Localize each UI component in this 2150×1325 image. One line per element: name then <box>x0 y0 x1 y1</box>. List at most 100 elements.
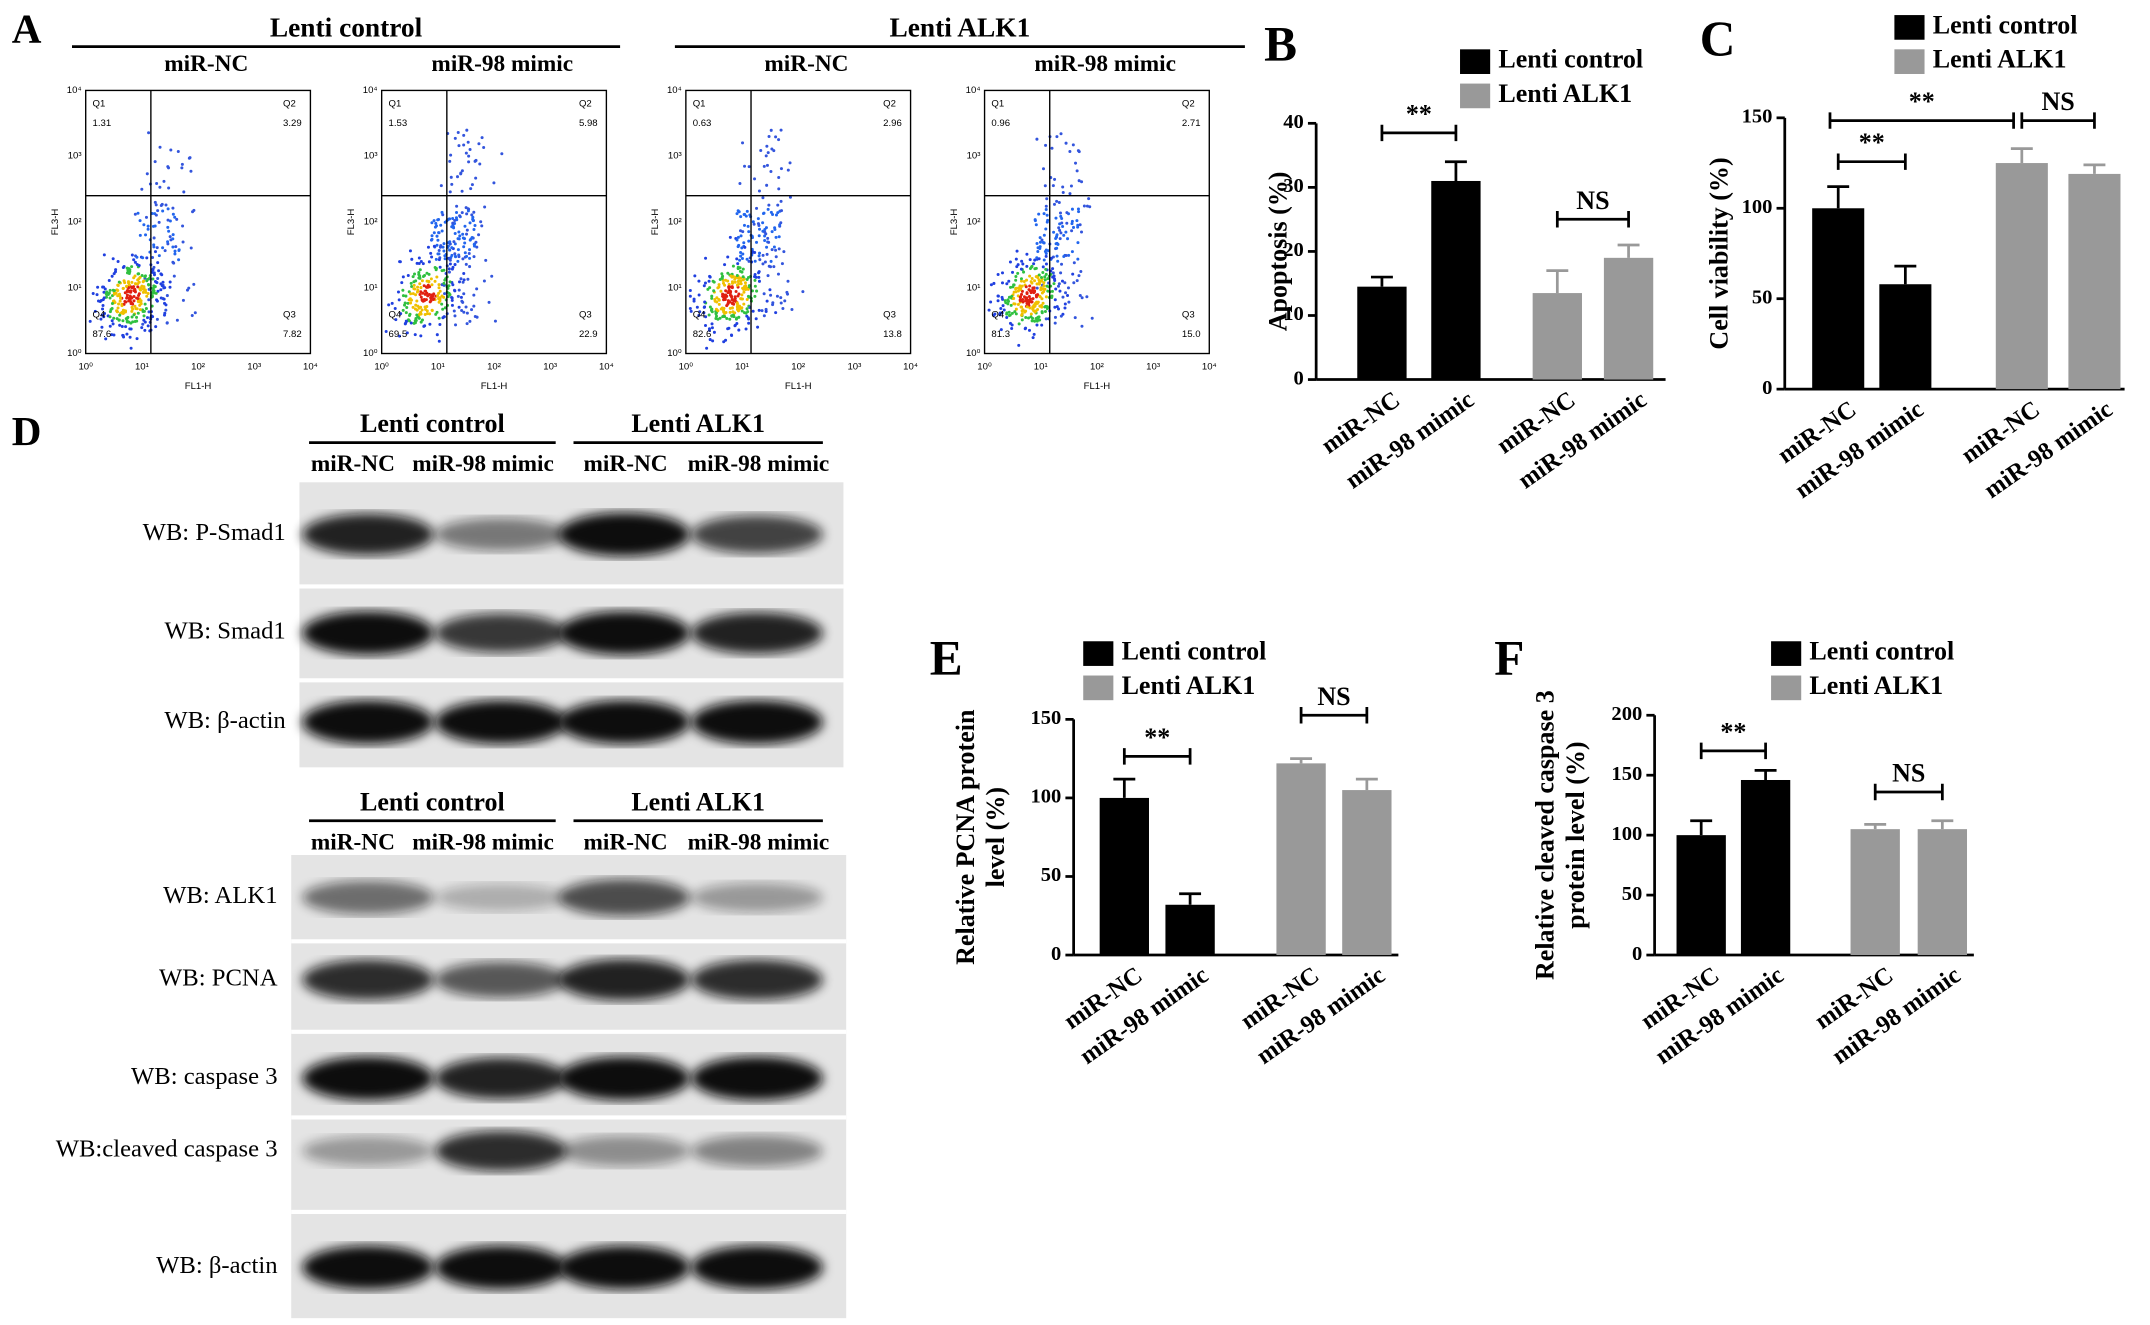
event-dot <box>406 301 410 305</box>
event-dot <box>1075 219 1079 223</box>
event-dot <box>735 238 739 242</box>
event-dot <box>1051 184 1055 188</box>
event-dot <box>1053 298 1057 302</box>
quadrant-value: 69.5 <box>389 329 408 340</box>
event-dot <box>1019 305 1023 309</box>
event-dot <box>1055 246 1059 250</box>
event-dot <box>428 312 432 316</box>
event-dot <box>776 203 780 207</box>
event-dot <box>134 282 138 286</box>
event-dot <box>460 189 464 193</box>
event-dot <box>714 317 718 321</box>
significance-label: NS <box>1892 759 1925 788</box>
event-dot <box>114 268 118 272</box>
event-dot <box>434 221 438 225</box>
y-axis-label: FL3-H <box>346 209 357 236</box>
event-dot <box>438 265 442 269</box>
event-dot <box>452 226 456 230</box>
event-dot <box>406 318 410 322</box>
event-dot <box>1076 223 1080 227</box>
event-dot <box>429 295 433 299</box>
event-dot <box>435 243 439 247</box>
event-dot <box>767 240 771 244</box>
event-dot <box>455 175 460 179</box>
event-dot <box>1050 295 1054 299</box>
event-dot <box>1070 229 1074 233</box>
event-dot <box>91 292 95 296</box>
event-dot <box>451 221 455 225</box>
y-tick-label: 10² <box>967 217 981 228</box>
event-dot <box>1020 259 1024 263</box>
event-dot <box>1014 257 1018 261</box>
event-dot <box>772 245 776 249</box>
quadrant-value: 15.0 <box>1182 329 1201 340</box>
event-dot <box>1061 185 1065 189</box>
event-dot <box>1077 150 1081 154</box>
event-dot <box>695 305 699 309</box>
event-dot <box>723 311 727 315</box>
event-dot <box>137 263 141 267</box>
event-dot <box>1042 241 1046 245</box>
event-dot <box>1027 288 1031 292</box>
event-dot <box>1003 299 1007 303</box>
event-dot <box>95 293 99 297</box>
event-dot <box>735 212 739 216</box>
significance-label: NS <box>1317 682 1350 711</box>
event-dot <box>1059 271 1063 275</box>
event-dot <box>130 315 134 319</box>
event-dot <box>1043 287 1047 291</box>
quadrant-value: 87.6 <box>93 329 112 340</box>
event-dot <box>1035 256 1039 260</box>
y-axis-label: Apoptosis (%) <box>1264 172 1293 332</box>
row-label: WB: caspase 3 <box>131 1063 278 1090</box>
event-dot <box>774 311 778 315</box>
event-dot <box>1042 233 1046 237</box>
event-dot <box>152 271 156 275</box>
event-dot <box>1017 322 1021 326</box>
error-bar <box>1931 819 1954 830</box>
event-dot <box>717 298 721 302</box>
event-dot <box>155 298 159 302</box>
x-tick-label: 10¹ <box>135 362 149 373</box>
event-dot <box>117 302 121 306</box>
event-dot <box>403 301 407 305</box>
event-dot <box>434 257 438 261</box>
event-dot <box>165 294 169 298</box>
event-dot <box>147 131 151 135</box>
event-dot <box>413 272 417 276</box>
event-dot <box>188 156 192 160</box>
event-dot <box>1073 316 1077 320</box>
event-dot <box>1016 302 1020 306</box>
event-dot <box>1070 207 1074 211</box>
event-dot <box>413 287 417 291</box>
event-dot <box>1020 284 1024 288</box>
event-dot <box>450 182 454 186</box>
event-dot <box>151 288 155 292</box>
event-dot <box>468 265 472 269</box>
event-dot <box>154 325 158 329</box>
event-dot <box>146 292 150 296</box>
event-dot <box>437 300 441 304</box>
significance-label: NS <box>1576 186 1609 215</box>
event-dot <box>761 196 765 200</box>
panel-label: A <box>12 5 42 51</box>
event-dot <box>1045 197 1049 201</box>
event-dot <box>688 306 692 311</box>
event-dot <box>112 316 116 320</box>
event-dot <box>710 296 714 300</box>
quadrant-name: Q3 <box>883 310 896 321</box>
event-dot <box>415 299 419 303</box>
event-dot <box>741 278 745 282</box>
event-dot <box>708 286 712 290</box>
error-bar <box>1690 819 1713 836</box>
event-dot <box>482 279 486 283</box>
event-dot <box>468 256 472 260</box>
event-dot <box>448 262 452 266</box>
event-dot <box>1060 262 1064 266</box>
event-dot <box>1032 332 1036 336</box>
event-dot <box>415 261 419 265</box>
event-dot <box>1025 264 1029 268</box>
event-dot <box>708 328 712 332</box>
event-dot <box>448 242 452 246</box>
event-dot <box>401 275 405 279</box>
